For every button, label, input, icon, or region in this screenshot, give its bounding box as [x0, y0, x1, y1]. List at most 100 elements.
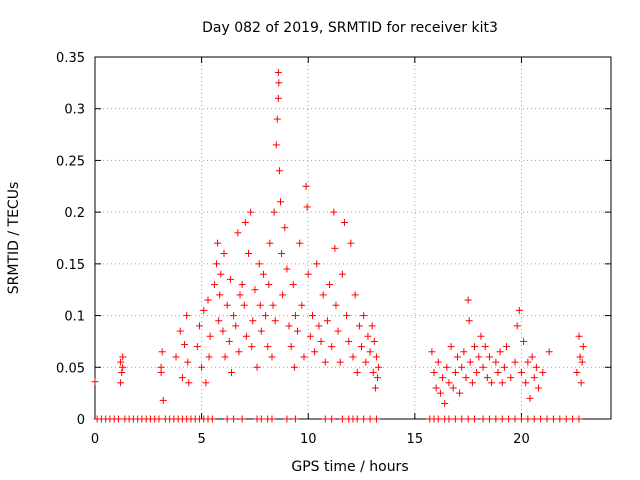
data-point — [217, 270, 225, 278]
data-point — [238, 415, 246, 423]
data-point — [223, 301, 231, 309]
data-point — [462, 374, 470, 382]
data-point — [198, 363, 206, 371]
data-point — [236, 291, 244, 299]
data-point — [485, 415, 493, 423]
data-point — [275, 79, 283, 87]
data-point — [507, 374, 515, 382]
data-point — [445, 415, 453, 423]
data-point — [532, 363, 540, 371]
data-point — [290, 363, 298, 371]
data-point — [451, 368, 459, 376]
data-point — [321, 358, 329, 366]
data-point — [366, 348, 374, 356]
data-point — [545, 348, 553, 356]
data-point — [266, 239, 274, 247]
data-point — [372, 415, 380, 423]
data-point — [208, 415, 216, 423]
data-points — [91, 69, 587, 423]
data-point — [466, 358, 474, 366]
data-point — [283, 265, 291, 273]
data-point — [475, 353, 483, 361]
data-point — [372, 353, 380, 361]
data-point — [118, 368, 126, 376]
data-point — [360, 312, 368, 320]
data-point — [579, 343, 587, 351]
data-point — [323, 317, 331, 325]
data-point — [488, 379, 496, 387]
data-point — [230, 312, 238, 320]
data-point — [195, 322, 203, 330]
data-point — [91, 378, 99, 386]
data-point — [313, 260, 321, 268]
data-point — [227, 368, 235, 376]
data-point — [302, 182, 310, 190]
data-point — [358, 343, 366, 351]
y-tick-label: 0.35 — [56, 51, 85, 66]
data-point — [298, 301, 306, 309]
data-point — [303, 203, 311, 211]
data-point — [274, 94, 282, 102]
data-point — [259, 270, 267, 278]
data-point — [430, 368, 438, 376]
data-point — [351, 291, 359, 299]
data-point — [562, 415, 570, 423]
data-point — [539, 368, 547, 376]
data-point — [242, 332, 250, 340]
data-point — [216, 291, 224, 299]
data-point — [458, 363, 466, 371]
data-point — [347, 239, 355, 247]
data-point — [256, 301, 264, 309]
data-point — [114, 415, 122, 423]
data-point — [436, 389, 444, 397]
data-point — [205, 353, 213, 361]
data-point — [524, 415, 532, 423]
data-point — [465, 317, 473, 325]
data-point — [213, 260, 221, 268]
x-tick-label: 20 — [513, 432, 530, 447]
data-point — [311, 348, 319, 356]
data-point — [445, 379, 453, 387]
data-point — [520, 337, 528, 345]
data-point — [503, 343, 511, 351]
data-point — [483, 374, 491, 382]
data-point — [511, 415, 519, 423]
data-point — [549, 415, 557, 423]
y-tick-label: 0.2 — [64, 206, 85, 221]
data-point — [184, 358, 192, 366]
x-tick-label: 5 — [197, 432, 205, 447]
data-point — [513, 322, 521, 330]
data-point — [214, 239, 222, 247]
data-point — [569, 415, 577, 423]
y-tick-label: 0.25 — [56, 154, 85, 169]
data-point — [240, 301, 248, 309]
data-point — [159, 396, 167, 404]
data-point — [353, 415, 361, 423]
data-point — [355, 322, 363, 330]
data-point — [253, 363, 261, 371]
data-point — [202, 379, 210, 387]
data-point — [479, 363, 487, 371]
data-point — [473, 368, 481, 376]
data-point — [530, 374, 538, 382]
data-point — [511, 358, 519, 366]
plot-frame — [94, 56, 612, 420]
data-point — [370, 337, 378, 345]
data-point — [515, 306, 523, 314]
data-point — [274, 69, 282, 77]
y-tick-label: 0.05 — [56, 361, 85, 376]
data-point — [235, 348, 243, 356]
data-point — [573, 368, 581, 376]
data-point — [319, 291, 327, 299]
data-point — [181, 341, 189, 349]
data-point — [528, 353, 536, 361]
x-axis-ticks: 0 5 10 15 20 — [91, 57, 530, 447]
y-axis-title: SRMTID / TECUs — [6, 182, 22, 295]
data-point — [257, 327, 265, 335]
data-point — [221, 353, 229, 361]
data-point — [226, 275, 234, 283]
data-point — [471, 415, 479, 423]
y-tick-label: 0.3 — [64, 103, 85, 118]
data-point — [321, 415, 329, 423]
